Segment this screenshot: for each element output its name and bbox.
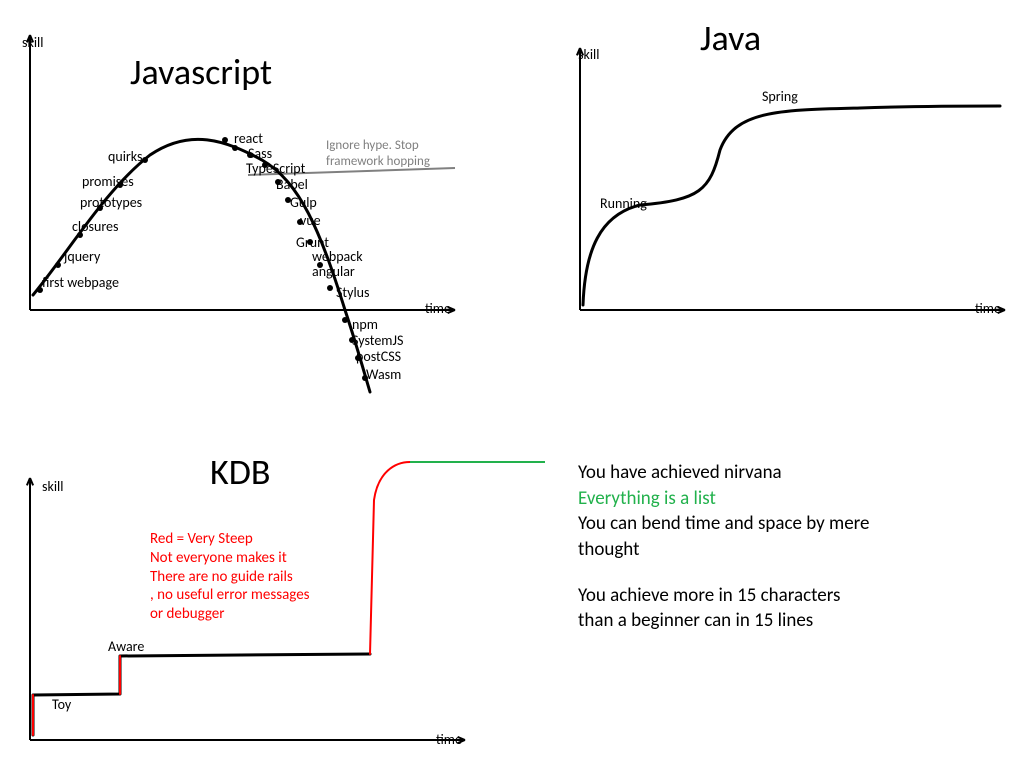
kdb-label-0: Toy [52,696,71,713]
stage: Javascript skill time Ignore hype. Stop … [0,0,1024,778]
commentary-line3: You can bend time and space by mere [578,511,1008,537]
commentary-line1: You have achieved nirvana [578,460,1008,486]
kdb-label-1: Aware [108,638,144,655]
kdb-red-line-2: There are no guide rails [150,568,370,587]
commentary-line7: than a beginner can in 15 lines [578,608,1008,634]
kdb-red-line-0: Red = Very Steep [150,530,370,549]
kdb-red-annotation: Red = Very Steep Not everyone makes it T… [150,530,370,624]
commentary-line2: Everything is a list [578,486,1008,512]
kdb-commentary: You have achieved nirvana Everything is … [578,460,1008,634]
kdb-red-line-3: , no useful error messages [150,586,370,605]
commentary-line6: You achieve more in 15 characters [578,583,1008,609]
commentary-line4: thought [578,537,1008,563]
commentary-spacer [578,563,1008,583]
kdb-red-line-4: or debugger [150,605,370,624]
kdb-svg [0,0,1024,778]
kdb-red-line-1: Not everyone makes it [150,549,370,568]
